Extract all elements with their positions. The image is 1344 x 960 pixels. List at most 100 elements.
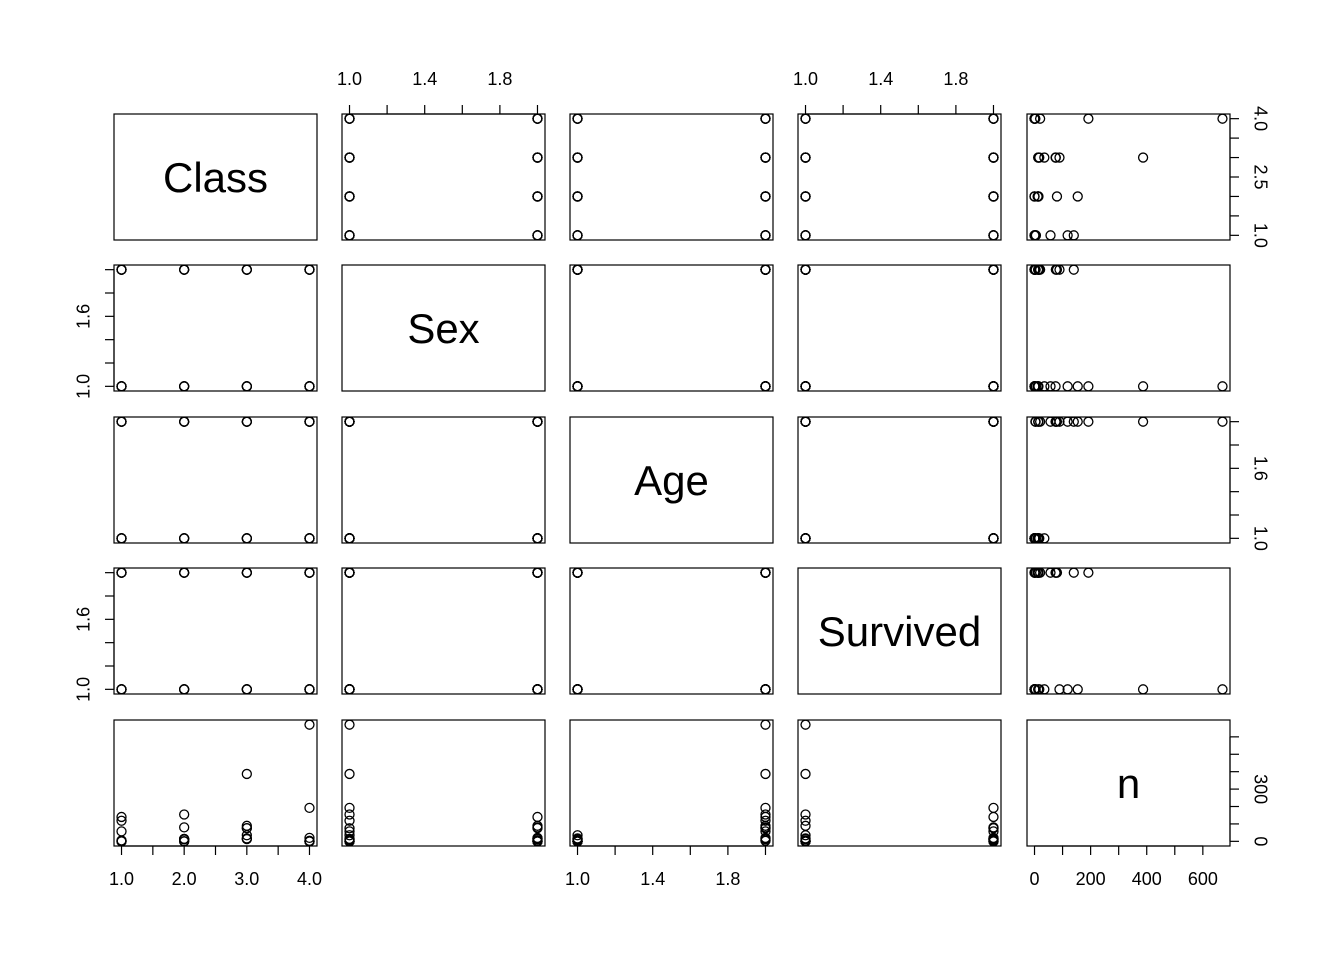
- panel-n-vs-age: [569, 719, 774, 847]
- point-n-vs-sex-27: [344, 802, 355, 814]
- point-survived-vs-sex-31: [532, 567, 543, 578]
- point-sex-vs-class-31: [304, 264, 315, 275]
- panel-sex-vs-age: [569, 264, 774, 392]
- point-age-vs-n-9: [1072, 416, 1083, 427]
- point-age-vs-class-28: [116, 416, 127, 427]
- point-n-vs-sex-28: [532, 811, 543, 823]
- point-sex-vs-n-28: [1068, 264, 1079, 275]
- point-n-vs-survived-31: [988, 832, 999, 844]
- panel-class-vs-n: [1026, 113, 1231, 241]
- axis-top-survived-tick-label: 1.4: [868, 69, 893, 89]
- point-age-vs-n-23: [1029, 533, 1040, 544]
- point-n-vs-age-8: [760, 815, 771, 826]
- panel-sex-vs-sex: [341, 264, 546, 392]
- axis-left-sex-tick-label: 1.0: [74, 374, 94, 399]
- point-survived-vs-n-27: [1083, 567, 1094, 578]
- axis-left-sex-tick-label: 1.6: [74, 304, 94, 329]
- point-age-vs-sex-23: [532, 533, 543, 544]
- axis-bottom-class-tick-label: 2.0: [172, 869, 197, 889]
- axis-top-sex-tick-label: 1.4: [412, 69, 437, 89]
- point-class-vs-age-23: [572, 113, 583, 124]
- axis-bottom-age-tick-label: 1.0: [565, 869, 590, 889]
- axis-right-age-tick-label: 1.6: [1250, 456, 1270, 481]
- point-n-vs-class-25: [179, 833, 190, 845]
- point-survived-vs-n-10: [1137, 684, 1149, 695]
- point-survived-vs-class-28: [116, 567, 127, 578]
- panel-survived-vs-class: [113, 567, 318, 695]
- point-age-vs-sex-31: [532, 416, 543, 427]
- point-class-vs-n-30: [1050, 152, 1061, 163]
- point-n-vs-class-10: [241, 768, 252, 780]
- point-survived-vs-class-15: [304, 684, 315, 695]
- panel-survived-vs-age: [569, 567, 774, 695]
- panel-survived-vs-survived: [797, 567, 1002, 695]
- point-n-vs-sex-9: [344, 809, 355, 820]
- point-survived-vs-class-14: [241, 684, 252, 695]
- point-age-vs-sex-27: [344, 416, 355, 427]
- point-n-vs-age-10: [760, 768, 771, 780]
- panel-survived-vs-sex: [341, 567, 546, 695]
- variable-label-survived: Survived: [818, 608, 981, 655]
- point-sex-vs-n-26: [1050, 381, 1061, 392]
- point-sex-vs-age-23: [572, 264, 583, 275]
- point-class-vs-survived-31: [988, 113, 999, 124]
- point-sex-vs-class-27: [304, 381, 315, 392]
- point-age-vs-class-29: [179, 416, 190, 427]
- point-sex-vs-n-10: [1137, 381, 1149, 392]
- axis-bottom-age-tick-label: 1.4: [640, 869, 665, 889]
- variable-label-sex: Sex: [407, 305, 479, 352]
- point-sex-vs-class-26: [241, 381, 252, 392]
- axis-bottom-class-tick-label: 4.0: [297, 869, 322, 889]
- point-n-vs-class-8: [116, 815, 127, 826]
- panel-class-vs-class: [113, 113, 318, 241]
- panel-sex-vs-n: [1026, 264, 1231, 392]
- point-age-vs-sex-19: [344, 533, 355, 544]
- panel-sex-vs-survived: [797, 264, 1002, 392]
- point-age-vs-class-21: [179, 533, 190, 544]
- point-sex-vs-n-24: [1045, 381, 1056, 392]
- point-class-vs-sex-30: [532, 152, 543, 163]
- point-n-vs-age-24: [760, 826, 771, 837]
- axis-bottom-class-tick-label: 1.0: [109, 869, 134, 889]
- point-n-vs-class-9: [179, 809, 190, 820]
- point-n-vs-class-27: [304, 802, 315, 814]
- point-n-vs-class-31: [304, 832, 315, 844]
- point-class-vs-survived-29: [988, 191, 999, 202]
- point-sex-vs-n-11: [1217, 381, 1228, 392]
- point-sex-vs-n-23: [1029, 264, 1040, 275]
- point-class-vs-n-9: [1072, 191, 1083, 202]
- axis-bottom-class-tick-label: 3.0: [234, 869, 259, 889]
- point-n-vs-sex-26: [344, 823, 355, 834]
- point-age-vs-n-10: [1137, 416, 1149, 427]
- point-class-vs-sex-29: [532, 191, 543, 202]
- point-class-vs-n-8: [1062, 230, 1073, 241]
- point-age-vs-n-15: [1030, 416, 1041, 427]
- point-n-vs-sex-24: [344, 826, 355, 837]
- point-age-vs-n-27: [1083, 416, 1094, 427]
- point-n-vs-survived-30: [988, 822, 999, 834]
- point-class-vs-n-23: [1029, 113, 1040, 124]
- point-n-vs-age-31: [760, 832, 771, 844]
- panel-class-vs-sex: [341, 113, 546, 241]
- point-n-vs-age-11: [760, 719, 771, 730]
- point-age-vs-n-8: [1062, 416, 1073, 427]
- point-survived-vs-sex-15: [532, 684, 543, 695]
- point-class-vs-survived-15: [800, 113, 811, 124]
- point-survived-vs-age-23: [572, 567, 583, 578]
- axis-right-n-tick-label: 300: [1250, 774, 1270, 804]
- panel-age-vs-n: [1026, 416, 1231, 544]
- point-sex-vs-survived-15: [800, 264, 811, 275]
- point-sex-vs-class-25: [179, 381, 190, 392]
- point-sex-vs-n-27: [1083, 381, 1094, 392]
- point-survived-vs-n-11: [1217, 684, 1228, 695]
- axis-right-n-tick-label: 0: [1250, 836, 1270, 846]
- point-survived-vs-sex-27: [344, 567, 355, 578]
- point-survived-vs-n-15: [1030, 684, 1041, 695]
- point-class-vs-n-24: [1045, 230, 1056, 241]
- point-class-vs-age-22: [572, 152, 583, 163]
- point-n-vs-survived-28: [988, 811, 999, 823]
- point-class-vs-sex-24: [344, 230, 355, 241]
- point-class-vs-n-2: [1039, 152, 1050, 163]
- point-class-vs-sex-31: [532, 113, 543, 124]
- axis-left-survived-tick-label: 1.6: [74, 607, 94, 632]
